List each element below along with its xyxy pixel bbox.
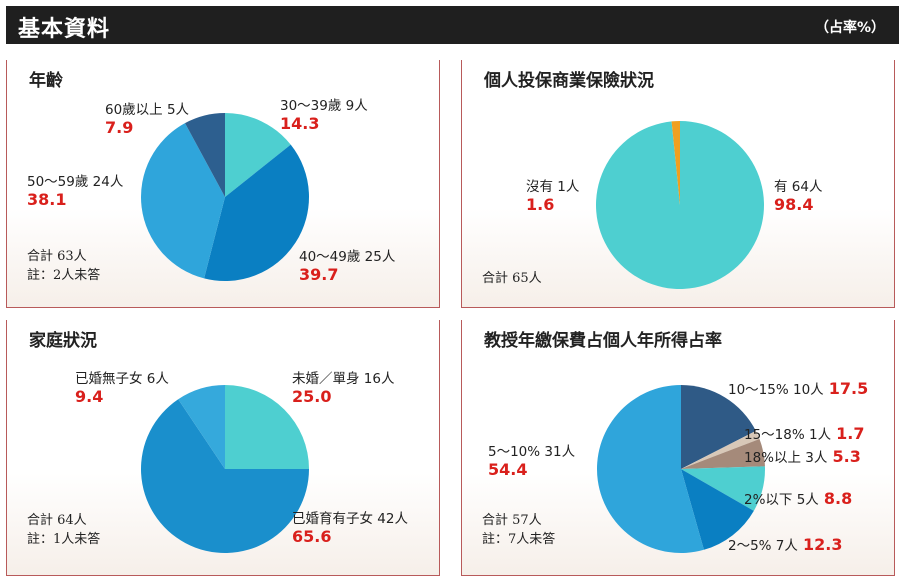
- total-note: 合計 64人 註：1人未答: [27, 513, 101, 547]
- pie-slice-0: [681, 385, 756, 469]
- slice-label-18-plus: 18%以上 3人 5.3: [744, 447, 861, 466]
- pie-slice-2: [681, 439, 765, 469]
- slice-label-15-18: 15～18% 1人 1.7: [744, 424, 865, 443]
- pie-slice-1: [204, 144, 309, 281]
- pie-slice-1: [140, 399, 309, 553]
- pie-slice-0: [225, 113, 291, 197]
- panel-title: 個人投保商業保險狀況: [484, 71, 654, 91]
- slice-label-no: 沒有 1人 1.6: [526, 179, 580, 214]
- panel-title: 年齡: [29, 71, 63, 91]
- family-pie-chart: [140, 385, 309, 553]
- pie-slice-1: [681, 430, 760, 469]
- slice-label-married-no-kids: 已婚無子女 6人 9.4: [75, 371, 169, 406]
- slice-label-10-15: 10～15% 10人 17.5: [728, 379, 869, 398]
- slice-label-50-59: 50～59歲 24人 38.1: [27, 174, 124, 209]
- unit-note: （占率%）: [814, 20, 885, 36]
- slice-label-60-plus: 60歲以上 5人 7.9: [105, 102, 190, 137]
- pie-slice-0: [225, 385, 309, 469]
- age-panel: 年齡 30～39歲 9人 14.3 40～49歲 25人 39.7 50～59歲…: [6, 60, 440, 308]
- pie-slice-1: [671, 121, 680, 205]
- panel-title: 教授年繳保費占個人年所得占率: [484, 331, 722, 351]
- insurance-panel: 個人投保商業保險狀況 有 64人 98.4 沒有 1人 1.6 合計 65人: [461, 60, 895, 308]
- pie-slice-3: [681, 466, 765, 511]
- panel-title: 家庭狀況: [29, 331, 97, 351]
- slice-label-30-39: 30～39歲 9人 14.3: [280, 98, 368, 133]
- total-note: 合計 65人: [482, 271, 542, 286]
- insurance-pie-chart: [596, 121, 764, 289]
- age-pie-chart: [141, 113, 309, 281]
- page-header: 基本資料 （占率%）: [6, 6, 899, 44]
- total-note: 合計 57人 註：7人未答: [482, 513, 556, 547]
- slice-label-2-5: 2～5% 7人 12.3: [728, 535, 843, 554]
- slice-label-5-10: 5～10% 31人 54.4: [488, 444, 576, 479]
- premium-ratio-pie-chart: [597, 385, 765, 553]
- slice-label-40-49: 40～49歲 25人 39.7: [299, 249, 396, 284]
- pie-slice-2: [178, 385, 225, 469]
- slice-label-married-kids: 已婚育有子女 42人 65.6: [292, 511, 408, 546]
- slice-label-single: 未婚／單身 16人 25.0: [292, 371, 395, 406]
- slice-label-2-below: 2%以下 5人 8.8: [744, 489, 853, 508]
- family-panel: 家庭狀況 未婚／單身 16人 25.0 已婚育有子女 42人 65.6 已婚無子…: [6, 320, 440, 576]
- pie-slice-4: [681, 469, 754, 550]
- pie-slice-2: [141, 123, 225, 279]
- slice-label-yes: 有 64人 98.4: [774, 179, 823, 214]
- premium-ratio-panel: 教授年繳保費占個人年所得占率 10～15% 10人 17.5 15～18% 1人…: [461, 320, 895, 576]
- total-note: 合計 63人 註：2人未答: [27, 249, 101, 283]
- pie-slice-5: [597, 385, 704, 553]
- pie-slice-3: [184, 113, 225, 197]
- page-title: 基本資料: [18, 17, 111, 42]
